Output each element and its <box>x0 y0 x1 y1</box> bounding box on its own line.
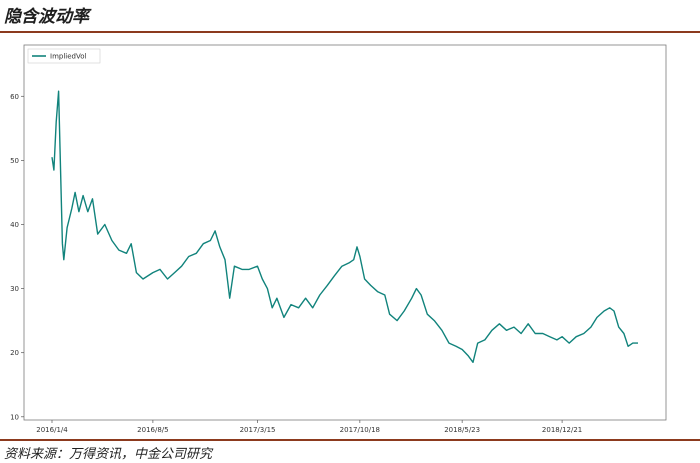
x-tick-label: 2016/8/5 <box>137 426 168 434</box>
y-tick-label: 30 <box>10 285 19 293</box>
y-tick-label: 50 <box>10 157 19 165</box>
y-tick-label: 40 <box>10 221 19 229</box>
header-rule <box>0 31 700 33</box>
x-tick-label: 2017/10/18 <box>340 426 380 434</box>
series-line-impliedvol <box>51 90 638 363</box>
page-title: 隐含波动率 <box>4 7 89 27</box>
footer-rule <box>0 439 700 441</box>
y-tick-label: 10 <box>10 413 19 421</box>
legend-box <box>27 48 101 64</box>
plot-frame <box>23 44 667 421</box>
source-note: 资料来源：万得资讯，中金公司研究 <box>4 447 213 462</box>
x-tick-label: 2016/1/4 <box>36 426 68 434</box>
x-axis: 2016/1/4 2016/8/5 2017/3/15 2017/10/18 2018/… <box>36 420 582 434</box>
x-tick-label: 2017/3/15 <box>240 426 276 434</box>
x-tick-label: 2018/12/21 <box>542 426 582 434</box>
legend-label: ImpliedVol <box>50 53 86 61</box>
y-axis: 10 20 30 40 50 60 <box>10 93 24 421</box>
y-tick-label: 20 <box>10 349 19 357</box>
y-tick-label: 60 <box>10 93 19 101</box>
x-tick-label: 2018/5/23 <box>444 426 480 434</box>
legend: ImpliedVol <box>27 48 101 64</box>
